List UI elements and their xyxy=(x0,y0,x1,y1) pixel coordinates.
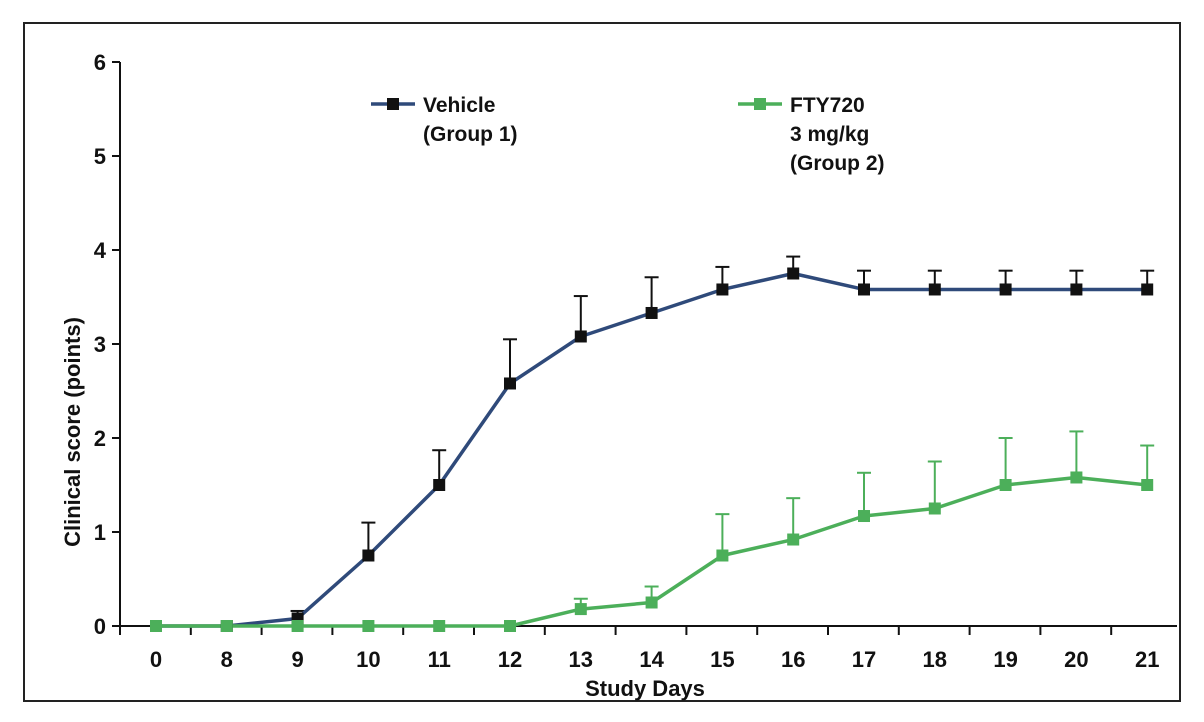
x-tick-label: 12 xyxy=(498,647,522,672)
x-tick-label: 17 xyxy=(852,647,876,672)
data-point xyxy=(1070,283,1083,296)
data-point xyxy=(1141,283,1154,296)
data-point xyxy=(928,502,941,515)
y-axis-title: Clinical score (points) xyxy=(60,317,85,547)
y-tick-label: 2 xyxy=(94,426,106,451)
x-tick-label: 9 xyxy=(291,647,303,672)
data-point xyxy=(433,620,446,632)
x-tick-label: 20 xyxy=(1064,647,1088,672)
chart-frame xyxy=(23,22,1181,702)
legend-label: (Group 1) xyxy=(423,123,518,146)
data-point xyxy=(150,620,162,632)
x-axis-title: Study Days xyxy=(585,676,705,701)
x-tick-label: 8 xyxy=(221,647,233,672)
y-tick-label: 0 xyxy=(94,614,106,639)
data-point xyxy=(574,603,587,616)
data-point xyxy=(362,620,375,632)
legend-label: FTY720 xyxy=(790,94,865,117)
data-point xyxy=(504,620,516,632)
legend-marker xyxy=(387,98,399,110)
data-point xyxy=(504,377,516,390)
x-tick-label: 10 xyxy=(356,647,380,672)
legend-label: (Group 2) xyxy=(790,152,885,175)
data-point xyxy=(1141,479,1154,491)
data-point xyxy=(858,283,870,296)
legend-label: Vehicle xyxy=(423,94,495,117)
data-markers xyxy=(150,267,1154,632)
series-line xyxy=(156,271,1148,628)
x-tick-label: 11 xyxy=(428,647,451,672)
data-point xyxy=(999,479,1012,491)
y-tick-label: 4 xyxy=(94,238,107,263)
series-lines xyxy=(156,271,1148,628)
data-point xyxy=(1070,471,1083,484)
data-point xyxy=(645,596,658,609)
x-tick-label: 21 xyxy=(1135,647,1159,672)
legend: Vehicle (Group 1) FTY720 3 mg/kg (Group 2) xyxy=(371,94,885,175)
data-point xyxy=(858,510,870,523)
data-point xyxy=(928,283,941,296)
y-tick-label: 5 xyxy=(94,144,106,169)
data-point xyxy=(787,533,800,546)
legend-label: 3 mg/kg xyxy=(790,123,869,146)
error-bars xyxy=(290,255,1155,619)
data-point xyxy=(362,549,375,562)
data-point xyxy=(220,620,233,632)
data-point xyxy=(999,283,1012,296)
y-tick-label: 1 xyxy=(94,520,106,545)
data-point xyxy=(433,479,446,491)
x-tick-label: 13 xyxy=(569,647,593,672)
x-tick-label: 18 xyxy=(923,647,947,672)
data-point xyxy=(645,306,658,319)
x-tick-label: 0 xyxy=(150,647,162,672)
data-point xyxy=(291,620,304,632)
x-tick-label: 16 xyxy=(781,647,805,672)
y-tick-label: 3 xyxy=(94,332,106,357)
data-point xyxy=(716,549,729,562)
x-tick-label: 14 xyxy=(639,647,664,672)
x-tick-label: 19 xyxy=(993,647,1017,672)
x-tick-label: 15 xyxy=(710,647,734,672)
y-tick-label: 6 xyxy=(94,50,106,75)
data-point xyxy=(716,283,729,296)
data-point xyxy=(787,267,800,280)
legend-marker xyxy=(754,98,766,110)
data-point xyxy=(574,330,587,343)
